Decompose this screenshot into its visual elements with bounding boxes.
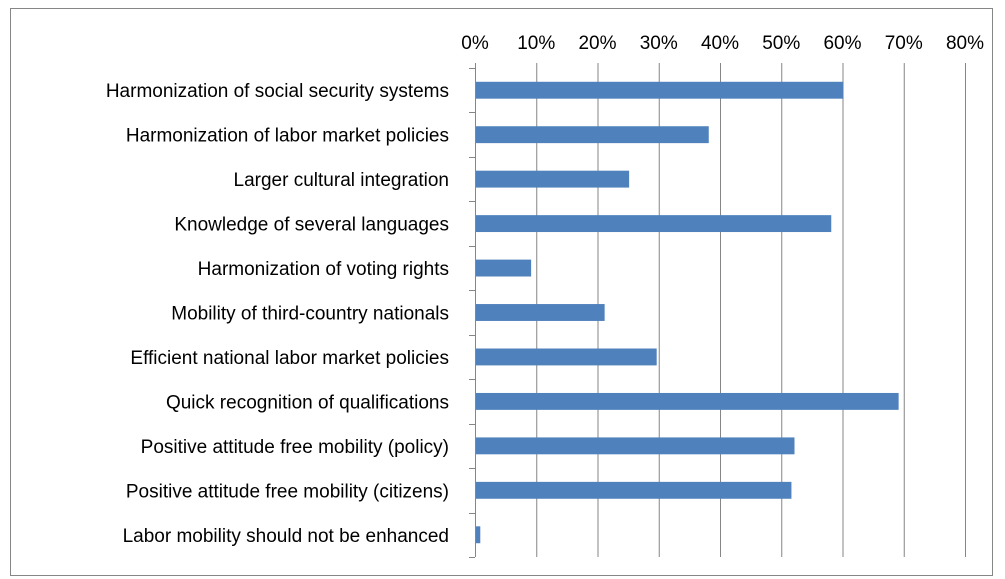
bar [476, 481, 792, 499]
bar [476, 126, 709, 144]
category-labels: Harmonization of social security systems… [106, 81, 449, 547]
bar [476, 170, 630, 188]
axes [469, 63, 966, 558]
category-label: Efficient national labor market policies [130, 348, 449, 369]
x-tick-label: 30% [640, 33, 678, 54]
bar [476, 259, 532, 277]
category-label: Knowledge of several languages [174, 215, 449, 236]
bar [476, 437, 795, 455]
bars [476, 81, 899, 544]
bar [476, 526, 481, 544]
x-tick-label: 10% [517, 33, 555, 54]
category-label: Positive attitude free mobility (policy) [141, 437, 449, 458]
bar [476, 392, 899, 410]
gridlines [536, 68, 966, 557]
category-label: Harmonization of voting rights [198, 259, 449, 280]
x-tick-labels: 0% 10% 20% 30% 40% 50% 60% 70% 80% [461, 33, 984, 54]
x-tick-label: 80% [946, 33, 984, 54]
bar [476, 215, 832, 233]
bar [476, 348, 657, 366]
x-tick-label: 70% [885, 33, 923, 54]
x-tick-label: 40% [701, 33, 739, 54]
category-label: Positive attitude free mobility (citizen… [126, 481, 449, 502]
category-label: Harmonization of social security systems [106, 81, 449, 102]
x-tick-label: 20% [578, 33, 616, 54]
category-label: Labor mobility should not be enhanced [123, 526, 449, 547]
bar [476, 81, 844, 99]
bar [476, 304, 605, 321]
x-tick-label: 60% [823, 33, 861, 54]
category-label: Mobility of third-country nationals [171, 304, 449, 325]
category-label: Quick recognition of qualifications [166, 392, 449, 413]
x-tick-label: 0% [461, 33, 489, 54]
chart-frame [10, 8, 993, 576]
category-label: Larger cultural integration [234, 170, 449, 191]
category-label: Harmonization of labor market policies [126, 126, 449, 147]
x-tick-label: 50% [762, 33, 800, 54]
